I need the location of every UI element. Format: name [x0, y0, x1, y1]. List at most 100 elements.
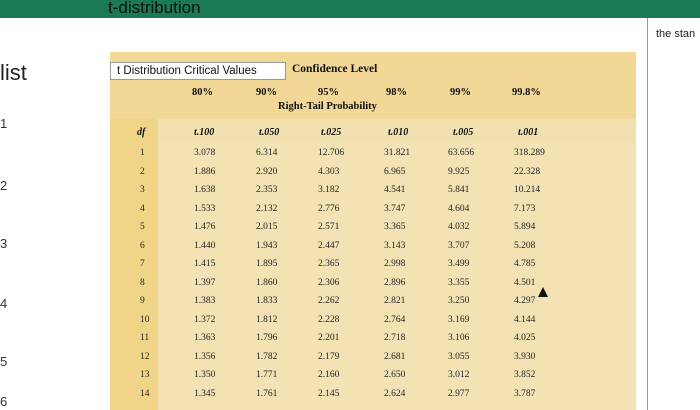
- pct-header-95: 95%: [318, 87, 339, 98]
- value-cell: 2.201: [318, 333, 340, 343]
- df-cell: 5: [140, 222, 145, 232]
- value-cell: 5.841: [448, 185, 470, 195]
- value-cell: 4.541: [384, 185, 406, 195]
- df-header: df: [137, 127, 146, 138]
- t-header-100: t.100: [194, 127, 215, 138]
- sidebar-item-3[interactable]: 3: [0, 236, 8, 251]
- value-cell: 1.943: [256, 240, 278, 251]
- table-row: 7 1.415 1.895 2.365 2.998 3.499 4.785: [110, 259, 636, 277]
- value-cell: 63.656: [448, 148, 475, 158]
- value-cell: 2.015: [256, 222, 278, 232]
- df-cell: 7: [140, 259, 145, 269]
- top-bar: [0, 0, 700, 18]
- sidebar-item-6[interactable]: 6: [0, 394, 8, 409]
- sidebar-item-1[interactable]: 1: [0, 116, 8, 131]
- sidebar-item-2[interactable]: 2: [0, 178, 8, 193]
- value-cell: 3.012: [448, 370, 470, 380]
- value-cell: 1.415: [194, 259, 216, 269]
- value-cell: 2.353: [256, 185, 278, 195]
- t-distribution-table: t Distribution Critical Values Confidenc…: [110, 52, 636, 410]
- sidebar-title: list: [0, 60, 27, 85]
- value-cell: 1.638: [194, 185, 216, 195]
- df-cell: 9: [140, 296, 145, 306]
- value-cell: 1.782: [256, 351, 278, 362]
- right-panel: the stan: [647, 18, 700, 410]
- value-cell: 1.860: [256, 277, 278, 288]
- df-cell: 3: [140, 185, 145, 195]
- value-cell: 4.604: [448, 203, 470, 214]
- left-sidebar: list 1 2 3 4 5 6: [0, 18, 61, 410]
- value-cell: 3.365: [384, 222, 406, 232]
- df-cell: 4: [140, 203, 145, 214]
- df-cell: 1: [140, 148, 145, 158]
- value-cell: 2.718: [384, 333, 406, 343]
- table-row: 4 1.533 2.132 2.776 3.747 4.604 7.173: [110, 204, 636, 222]
- df-cell: 6: [140, 240, 145, 251]
- sidebar-item-4[interactable]: 4: [0, 296, 8, 311]
- value-cell: 1.397: [194, 277, 216, 288]
- value-cell: 3.106: [448, 333, 470, 343]
- value-cell: 1.796: [256, 333, 278, 343]
- value-cell: 1.383: [194, 296, 216, 306]
- value-cell: 1.372: [194, 314, 216, 325]
- subscript-header-band: [110, 119, 636, 141]
- table-row: 10 1.372 1.812 2.228 2.764 3.169 4.144: [110, 315, 636, 333]
- value-cell: 1.363: [194, 333, 216, 343]
- value-cell: 3.169: [448, 314, 470, 325]
- value-cell: 1.771: [256, 370, 278, 380]
- value-cell: 4.785: [514, 259, 536, 269]
- value-cell: 2.160: [318, 370, 340, 380]
- value-cell: 4.025: [514, 333, 536, 343]
- table-title: t Distribution Critical Values: [110, 62, 286, 80]
- value-cell: 12.706: [318, 148, 345, 158]
- df-cell: 13: [140, 370, 150, 380]
- table-row: 12 1.356 1.782 2.179 2.681 3.055 3.930: [110, 352, 636, 370]
- value-cell: 6.314: [256, 148, 278, 158]
- table-row: 14 1.345 1.761 2.145 2.624 2.977 3.787: [110, 389, 636, 407]
- value-cell: 318.289: [514, 148, 545, 158]
- t-header-005: t.005: [453, 127, 474, 138]
- value-cell: 2.365: [318, 259, 340, 269]
- df-cell: 12: [140, 351, 150, 362]
- value-cell: 2.681: [384, 351, 406, 362]
- pct-header-90: 90%: [256, 87, 277, 98]
- value-cell: 22.328: [514, 166, 541, 177]
- value-cell: 1.886: [194, 166, 216, 177]
- value-cell: 2.764: [384, 314, 406, 325]
- confidence-level-label: Confidence Level: [292, 63, 378, 75]
- table-row: 13 1.350 1.771 2.160 2.650 3.012 3.852: [110, 370, 636, 388]
- df-column-band: [110, 119, 158, 410]
- value-cell: 2.228: [318, 314, 340, 325]
- right-panel-text: the stan: [656, 28, 696, 40]
- value-cell: 2.821: [384, 296, 406, 306]
- value-cell: 1.895: [256, 259, 278, 269]
- value-cell: 2.650: [384, 370, 406, 380]
- value-cell: 2.998: [384, 259, 406, 269]
- table-row: 5 1.476 2.015 2.571 3.365 4.032 5.894: [110, 222, 636, 240]
- pct-header-98: 98%: [386, 87, 407, 98]
- value-cell: 1.356: [194, 351, 216, 362]
- value-cell: 1.533: [194, 203, 216, 214]
- value-cell: 2.179: [318, 351, 340, 362]
- sidebar-item-5[interactable]: 5: [0, 354, 8, 369]
- table-row: 11 1.363 1.796 2.201 2.718 3.106 4.025: [110, 333, 636, 351]
- value-cell: 3.250: [448, 296, 470, 306]
- value-cell: 7.173: [514, 203, 536, 214]
- table-row: 1 3.078 6.314 12.706 31.821 63.656 318.289: [110, 148, 636, 166]
- t-header-050: t.050: [259, 127, 280, 138]
- value-cell: 2.920: [256, 166, 278, 177]
- df-cell: 10: [140, 314, 150, 325]
- value-cell: 5.894: [514, 222, 536, 232]
- mouse-cursor-icon: [538, 287, 548, 297]
- value-cell: 4.032: [448, 222, 470, 232]
- df-cell: 8: [140, 277, 145, 288]
- value-cell: 1.812: [256, 314, 278, 325]
- value-cell: 2.145: [318, 388, 340, 399]
- value-cell: 3.930: [514, 351, 536, 362]
- value-cell: 1.350: [194, 370, 216, 380]
- value-cell: 9.925: [448, 166, 470, 177]
- value-cell: 2.977: [448, 388, 470, 399]
- value-cell: 2.896: [384, 277, 406, 288]
- pct-header-80: 80%: [192, 87, 213, 98]
- right-tail-label: Right-Tail Probability: [278, 101, 377, 112]
